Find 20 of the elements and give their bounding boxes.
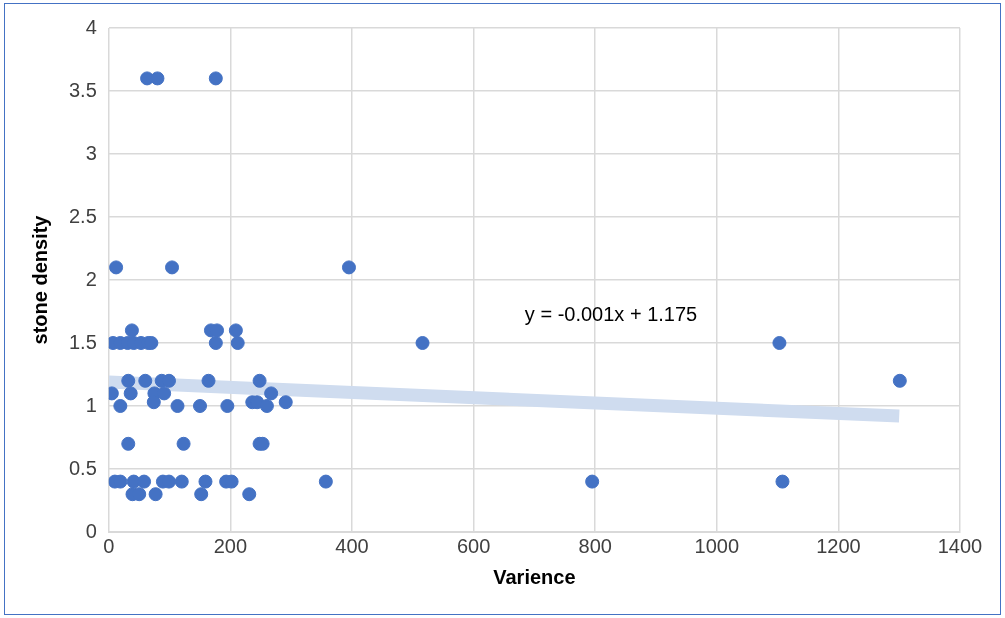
y-tick-label: 1 [85, 393, 97, 416]
y-axis-title: stone density [28, 214, 51, 345]
x-tick-label: 0 [103, 534, 115, 557]
annotation: y = -0.001x + 1.175 [524, 302, 698, 325]
x-tick-label: 400 [335, 534, 369, 557]
y-tick-label: 3 [85, 141, 97, 164]
y-tick-label: 2.5 [68, 204, 97, 227]
x-tick-label: 800 [578, 534, 612, 557]
y-tick-label: 4 [85, 15, 97, 38]
x-tick-label: 200 [213, 534, 248, 557]
x-tick-label: 1400 [937, 534, 983, 557]
y-tick-label: 2 [85, 267, 97, 290]
y-tick-label: 1.5 [68, 330, 97, 353]
x-tick-label: 1200 [816, 534, 861, 557]
x-tick-label: 600 [456, 534, 491, 557]
x-tick-label: 1000 [694, 534, 740, 557]
y-tick-label: 0.5 [68, 456, 97, 479]
y-tick-label: 0 [85, 519, 97, 542]
x-axis-title: Varience [493, 565, 576, 588]
y-tick-label: 3.5 [68, 78, 97, 101]
